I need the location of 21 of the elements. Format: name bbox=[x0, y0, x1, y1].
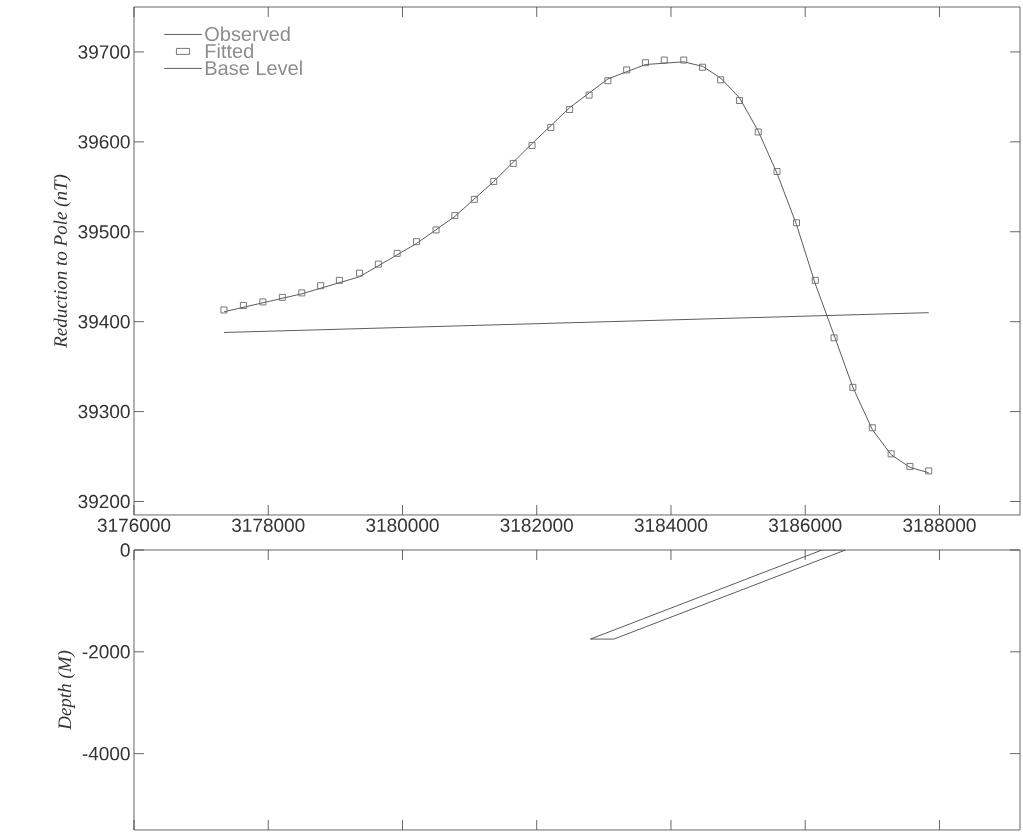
x-tick-label: 3186000 bbox=[768, 518, 842, 532]
y-tick-label: 0 bbox=[120, 543, 130, 557]
y-tick-label: 39700 bbox=[78, 45, 130, 59]
x-tick-label: 3182000 bbox=[500, 518, 573, 532]
x-tick-label: 3188000 bbox=[903, 518, 976, 532]
y-tick-label: 39600 bbox=[78, 135, 130, 149]
legend-label: Fitted bbox=[205, 43, 253, 59]
legend-label: Base Level bbox=[205, 60, 302, 76]
y-tick-label: 39500 bbox=[78, 225, 130, 239]
y-axis-title: Depth (M) bbox=[57, 650, 76, 731]
legend-label: Observed bbox=[205, 26, 290, 42]
y-tick-label: 39200 bbox=[78, 494, 130, 509]
x-tick-label: 3180000 bbox=[366, 518, 439, 532]
x-tick-label: 3178000 bbox=[231, 518, 305, 532]
y-axis-title: Reduction to Pole (nT) bbox=[53, 174, 71, 348]
x-tick-label: 3176000 bbox=[97, 518, 171, 532]
y-tick-label: -2000 bbox=[82, 645, 130, 659]
x-tick-label: 3184000 bbox=[634, 518, 708, 532]
y-tick-label: -4000 bbox=[82, 746, 130, 761]
y-tick-label: 39300 bbox=[78, 404, 130, 419]
y-tick-label: 39400 bbox=[78, 314, 130, 329]
